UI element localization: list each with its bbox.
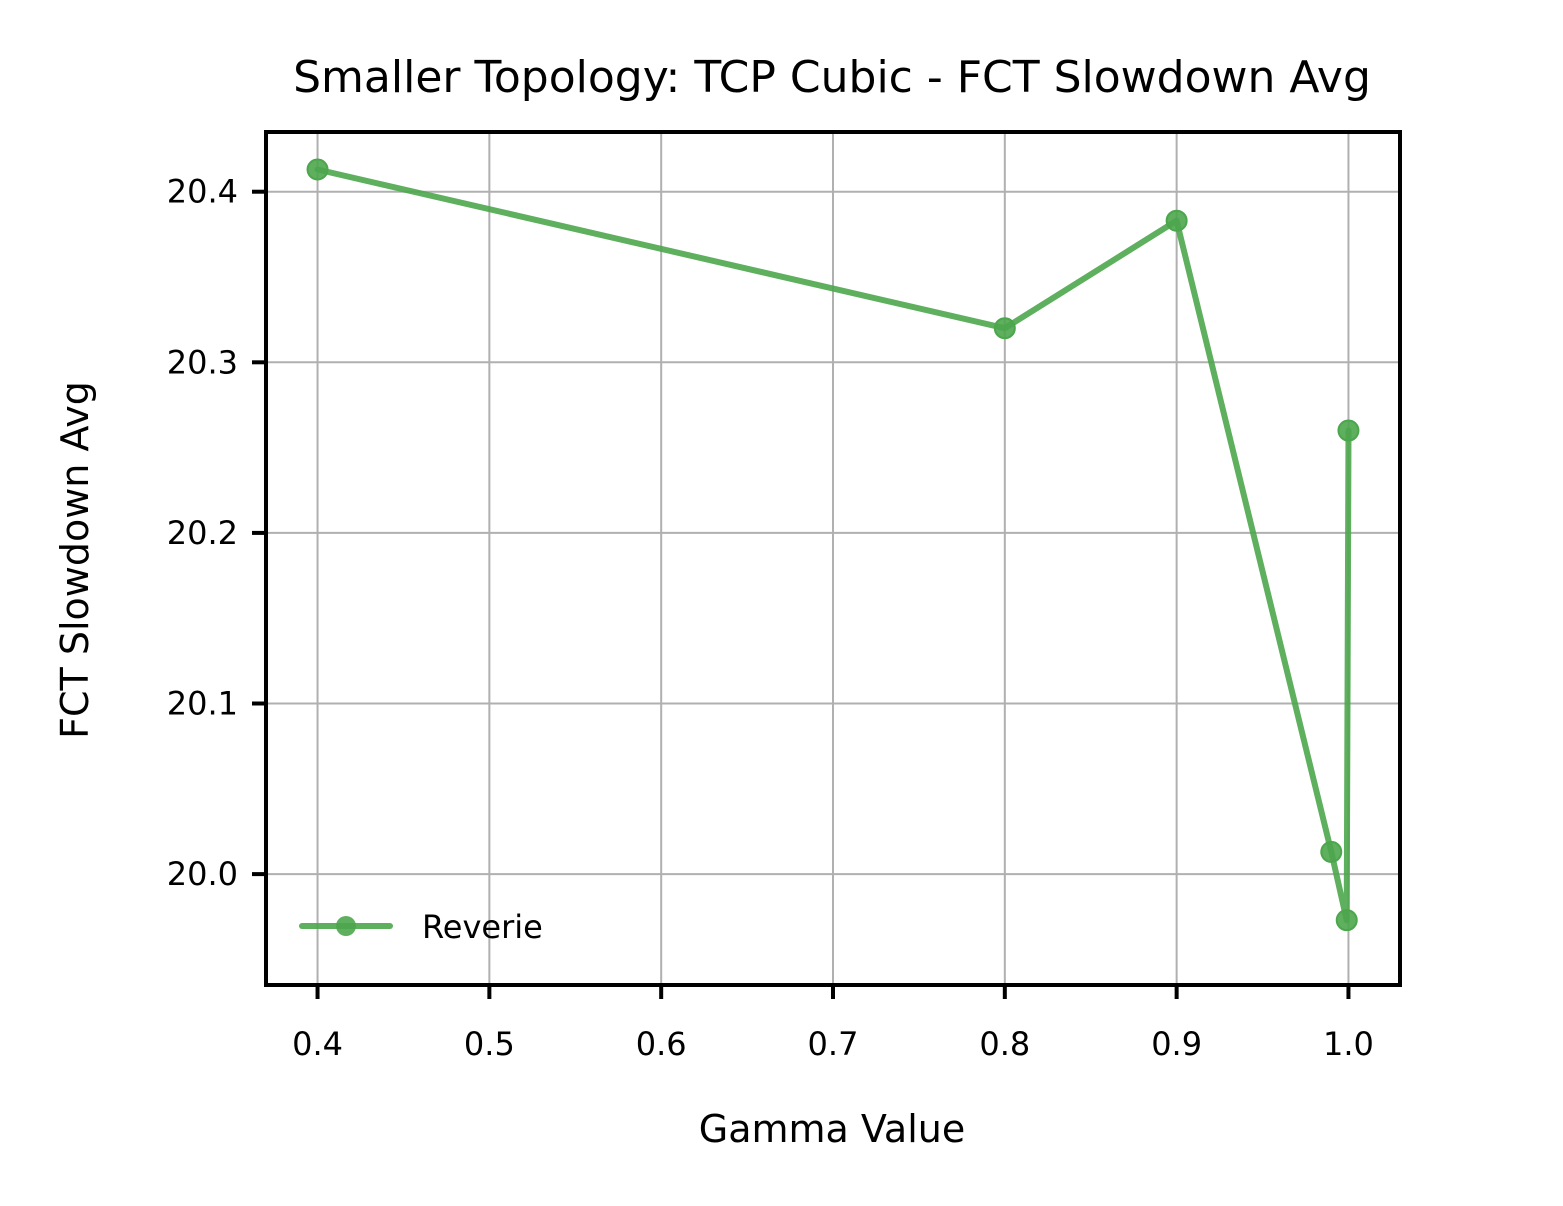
y-tick-label: 20.4	[167, 173, 238, 211]
chart-title: Smaller Topology: TCP Cubic - FCT Slowdo…	[293, 52, 1371, 103]
x-tick-label: 0.4	[292, 1025, 343, 1063]
data-series	[306, 158, 1360, 932]
x-tick-label: 0.6	[636, 1025, 687, 1063]
x-tick-label: 0.7	[808, 1025, 859, 1063]
y-axis-label: FCT Slowdown Avg	[53, 381, 97, 739]
legend-marker	[336, 916, 356, 936]
data-point	[1337, 419, 1360, 442]
y-tick-label: 20.2	[167, 514, 238, 552]
x-tick-label: 0.9	[1151, 1025, 1202, 1063]
x-axis-label: Gamma Value	[699, 1107, 965, 1151]
data-point	[1165, 209, 1188, 232]
data-point	[1335, 909, 1358, 932]
y-tick-label: 20.3	[167, 343, 238, 381]
x-tick-label: 0.8	[979, 1025, 1030, 1063]
series-line	[314, 166, 1352, 924]
x-tick-label: 1.0	[1323, 1025, 1374, 1063]
plot-frame	[264, 130, 1402, 987]
y-tick-label: 20.1	[167, 685, 238, 723]
axis-ticks: 0.4 0.5 0.6 0.7 0.8 0.9 1.0 20.0 20.1 20.2 20.3 20.…	[167, 173, 1374, 1063]
y-tick-label: 20.0	[167, 855, 238, 893]
grid-lines	[266, 132, 1400, 985]
legend-label-reverie: Reverie	[422, 908, 543, 946]
data-point	[1320, 840, 1343, 863]
data-point	[993, 317, 1016, 340]
x-tick-label: 0.5	[464, 1025, 515, 1063]
data-point	[306, 158, 329, 181]
legend: Reverie	[299, 908, 543, 946]
